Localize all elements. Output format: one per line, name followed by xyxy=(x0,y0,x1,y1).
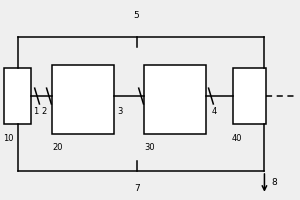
Text: 5: 5 xyxy=(134,11,140,20)
Text: 4: 4 xyxy=(211,107,217,116)
Text: 8: 8 xyxy=(272,178,278,187)
Bar xyxy=(4,68,31,124)
Text: 20: 20 xyxy=(52,143,62,152)
Text: 40: 40 xyxy=(232,134,242,143)
Text: 1: 1 xyxy=(33,107,38,116)
Text: 10: 10 xyxy=(3,134,13,143)
Bar xyxy=(144,64,206,134)
Text: 2: 2 xyxy=(42,107,47,116)
Text: 30: 30 xyxy=(144,143,155,152)
Bar xyxy=(52,64,114,134)
Text: 7: 7 xyxy=(134,184,140,193)
Text: 3: 3 xyxy=(118,107,123,116)
Bar xyxy=(233,68,266,124)
